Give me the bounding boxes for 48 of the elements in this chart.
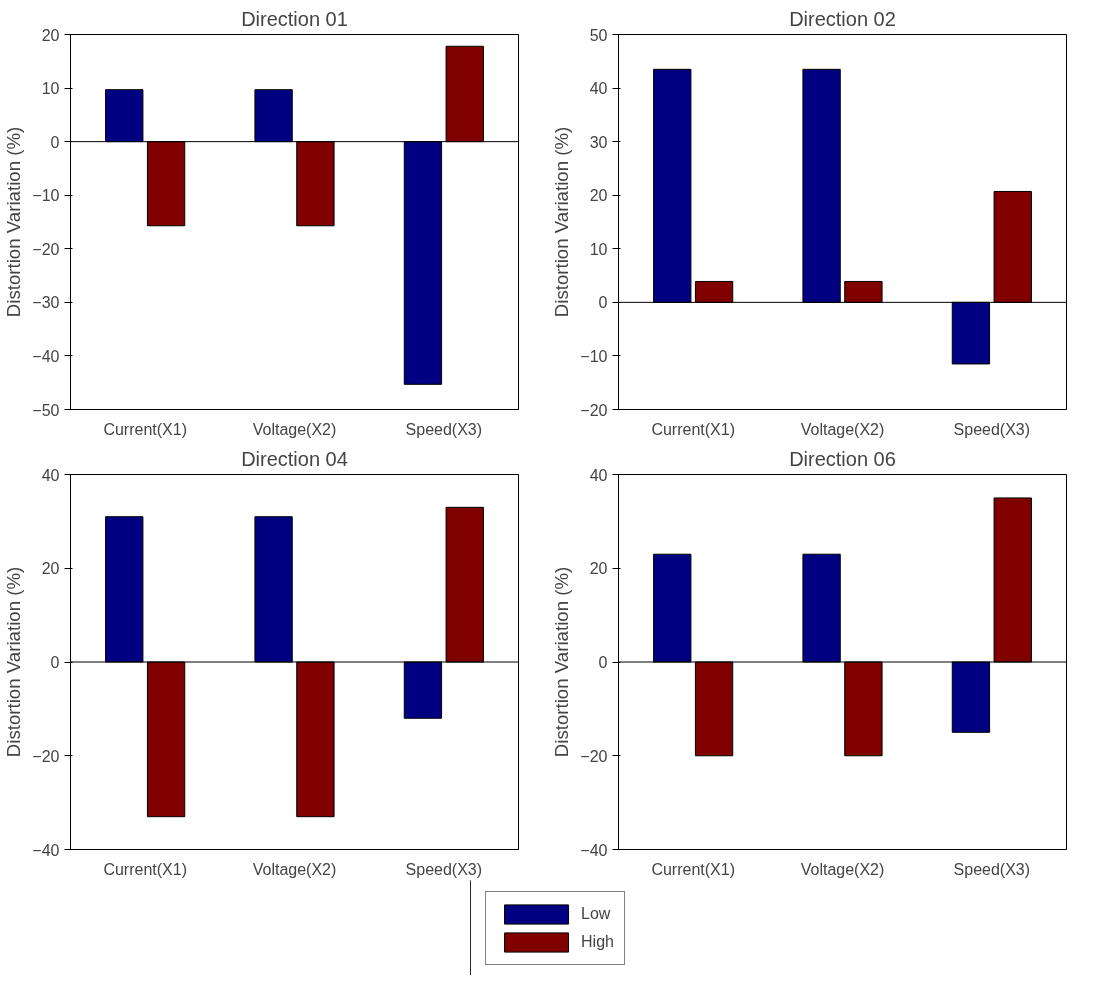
chart-title: Direction 02 [789,7,896,30]
y-tick-label: 30 [589,133,608,151]
y-tick-label: 40 [589,80,608,98]
y-tick-label: −20 [580,401,608,419]
y-tick-label: −20 [580,747,608,765]
y-tick-label: 50 [589,26,608,44]
y-axis-title: Distortion Variation (%) [551,126,573,318]
y-tick-label: 20 [41,560,60,578]
y-tick-label: −10 [32,187,60,205]
y-tick-label: −50 [32,401,60,419]
x-tick-label: Voltage(X2) [800,420,885,438]
x-tick-label: Voltage(X2) [252,420,337,438]
y-tick-label: −40 [32,841,60,859]
y-axis-title: Distortion Variation (%) [3,126,25,318]
y-tick-label: 0 [598,654,608,671]
y-tick-label: 10 [41,80,60,98]
y-axis-title: Distortion Variation (%) [551,566,573,758]
y-tick-label: 10 [589,240,608,258]
x-tick-label: Current(X1) [651,420,735,438]
y-tick-label: 20 [589,187,608,205]
y-tick-label: −40 [580,841,608,859]
x-tick-label: Voltage(X2) [800,860,885,878]
y-tick-label: 20 [589,560,608,578]
y-tick-label: 0 [50,654,60,671]
x-tick-label: Speed(X3) [405,420,483,438]
x-tick-label: Current(X1) [103,420,187,438]
chart-title: Direction 06 [789,447,896,470]
chart-title: Direction 04 [241,447,348,470]
y-tick-label: −10 [580,347,608,365]
y-tick-label: −20 [32,747,60,765]
y-tick-label: 20 [41,26,60,44]
chart-title: Direction 01 [241,7,348,30]
y-tick-label: −30 [32,294,60,312]
y-tick-label: 0 [598,294,608,312]
x-tick-label: Current(X1) [103,860,187,878]
x-tick-label: Current(X1) [651,860,735,878]
y-tick-label: −20 [32,240,60,258]
y-axis-title: Distortion Variation (%) [3,566,25,758]
y-tick-label: 40 [41,466,60,484]
x-tick-label: Speed(X3) [405,860,483,878]
x-tick-label: Speed(X3) [953,420,1031,438]
legend-label: Low [581,904,611,923]
legend-label: High [581,932,614,951]
y-tick-label: 40 [589,466,608,484]
y-tick-label: −40 [32,347,60,365]
x-tick-label: Voltage(X2) [252,860,337,878]
x-tick-label: Speed(X3) [953,860,1031,878]
y-tick-label: 0 [50,133,60,151]
